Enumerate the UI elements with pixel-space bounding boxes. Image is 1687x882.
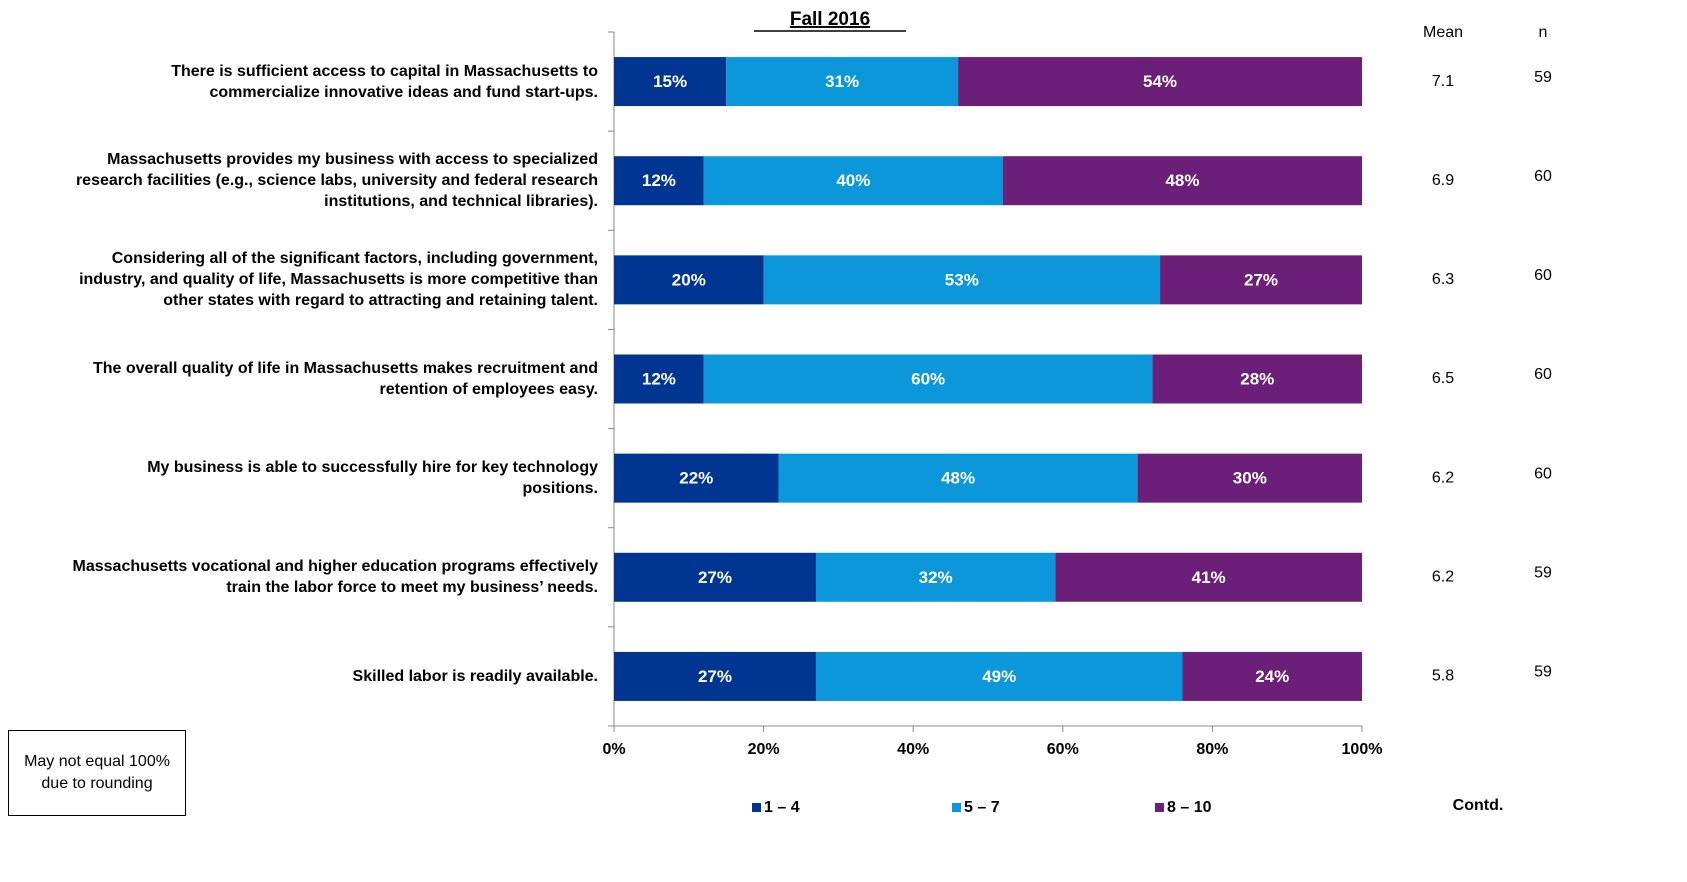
category-label: My business is able to successfully hire… <box>147 459 598 498</box>
bar-segment <box>614 156 704 206</box>
value-label: 12% <box>642 369 676 388</box>
value-label: 24% <box>1255 667 1289 686</box>
bar-segment <box>614 552 816 602</box>
value-label: 49% <box>982 667 1016 686</box>
bar-segment <box>703 156 1003 206</box>
value-label: 20% <box>672 270 706 289</box>
bar-segment <box>763 255 1161 305</box>
legend-label: 8 – 10 <box>1167 799 1212 816</box>
footer: Contd. <box>1453 797 1504 814</box>
n-value: 59 <box>1534 565 1552 582</box>
x-tick-label: 60% <box>1047 741 1079 758</box>
value-label: 30% <box>1233 469 1267 488</box>
mean-header: Mean <box>1423 24 1463 41</box>
bar-segment <box>1002 156 1362 206</box>
bar-segment <box>614 453 779 503</box>
bar-segment <box>958 57 1362 107</box>
value-label: 48% <box>1165 171 1199 190</box>
mean-value: 7.1 <box>1432 73 1454 90</box>
bar-segment <box>614 651 816 701</box>
x-tick-label: 100% <box>1342 741 1383 758</box>
value-label: 28% <box>1240 369 1274 388</box>
n-value: 60 <box>1534 168 1552 185</box>
category-label: Considering all of the significant facto… <box>79 250 598 310</box>
bar-segment <box>614 354 704 404</box>
category-label: Skilled labor is readily available. <box>352 667 598 685</box>
category-label: The overall quality of life in Massachus… <box>92 359 598 398</box>
mean-value: 5.8 <box>1432 668 1454 685</box>
n-value: 60 <box>1534 366 1552 383</box>
value-label: 54% <box>1143 72 1177 91</box>
bar-segment <box>1152 354 1362 404</box>
chart-title: Fall 2016 <box>790 9 870 30</box>
mean-value: 6.2 <box>1432 469 1454 486</box>
bar-segment <box>726 57 959 107</box>
n-value: 59 <box>1534 664 1552 681</box>
bar-segment <box>815 651 1183 701</box>
bar-segment <box>703 354 1153 404</box>
legend-swatch <box>1155 803 1164 812</box>
category-label: Massachusetts vocational and higher educ… <box>72 558 598 597</box>
mean-value: 6.2 <box>1432 569 1454 586</box>
bar-segment <box>1160 255 1362 305</box>
mean-value: 6.9 <box>1432 172 1454 189</box>
legend-label: 5 – 7 <box>964 799 1000 816</box>
mean-value: 6.5 <box>1432 370 1454 387</box>
bar-segment <box>614 57 727 107</box>
value-label: 15% <box>653 72 687 91</box>
value-label: 22% <box>679 469 713 488</box>
value-label: 60% <box>911 369 945 388</box>
x-tick-label: 80% <box>1196 741 1228 758</box>
x-tick-label: 0% <box>602 741 625 758</box>
bar-segment <box>815 552 1056 602</box>
value-label: 27% <box>698 568 732 587</box>
value-label: 27% <box>698 667 732 686</box>
legend-swatch <box>952 803 961 812</box>
bar-segment <box>1055 552 1362 602</box>
legend-label: 1 – 4 <box>764 799 800 816</box>
x-tick-label: 20% <box>748 741 780 758</box>
value-label: 32% <box>919 568 953 587</box>
note: May not equal 100% due to rounding <box>8 730 186 816</box>
n-header: n <box>1539 24 1548 41</box>
n-value: 60 <box>1534 465 1552 482</box>
value-label: 48% <box>941 469 975 488</box>
n-value: 60 <box>1534 267 1552 284</box>
value-label: 40% <box>836 171 870 190</box>
category-label: Massachusetts provides my business with … <box>75 151 598 211</box>
value-label: 31% <box>825 72 859 91</box>
bar-segment <box>778 453 1138 503</box>
mean-value: 6.3 <box>1432 271 1454 288</box>
bar-segment <box>1182 651 1362 701</box>
x-tick-label: 40% <box>897 741 929 758</box>
value-label: 53% <box>945 270 979 289</box>
bar-segment <box>614 255 764 305</box>
value-label: 27% <box>1244 270 1278 289</box>
n-value: 59 <box>1534 69 1552 86</box>
bar-segment <box>1137 453 1362 503</box>
value-label: 41% <box>1192 568 1226 587</box>
value-label: 12% <box>642 171 676 190</box>
legend-swatch <box>752 803 761 812</box>
category-label: There is sufficient access to capital in… <box>171 62 598 101</box>
